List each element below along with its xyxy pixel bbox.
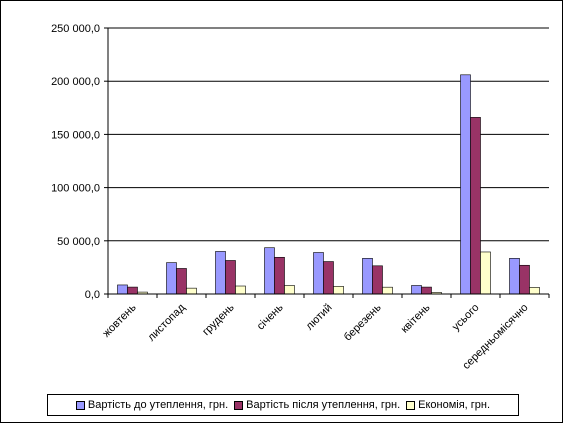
bar-savings bbox=[333, 286, 344, 295]
bar-after bbox=[176, 268, 187, 295]
legend-swatch-before bbox=[75, 400, 85, 410]
legend-item-after: Вартість після утеплення, грн. bbox=[234, 399, 400, 411]
x-tick-label: квітень bbox=[399, 301, 433, 335]
x-tick-label: усього bbox=[450, 302, 482, 334]
bar-before bbox=[362, 258, 373, 295]
bar-after bbox=[225, 260, 236, 295]
x-tick-label: жовтень bbox=[100, 301, 138, 339]
legend-label-savings: Економія, грн. bbox=[418, 399, 491, 411]
y-tick-label: 0,0 bbox=[85, 289, 100, 301]
bar-before bbox=[215, 251, 226, 295]
bar-before bbox=[166, 262, 177, 295]
chart-legend: Вартість до утеплення, грн. Вартість піс… bbox=[47, 394, 519, 416]
legend-label-before: Вартість до утеплення, грн. bbox=[87, 399, 229, 411]
bar-before bbox=[411, 285, 422, 295]
bar-before bbox=[264, 247, 275, 295]
bar-after bbox=[421, 286, 432, 295]
bar-savings bbox=[480, 251, 491, 295]
y-tick-label: 50 000,0 bbox=[57, 236, 100, 248]
x-tick-label: січень bbox=[255, 301, 286, 332]
y-tick-label: 150 000,0 bbox=[51, 129, 100, 141]
bar-savings bbox=[284, 285, 295, 295]
bar-savings bbox=[382, 286, 393, 295]
bar-after bbox=[127, 286, 138, 295]
bar-before bbox=[117, 284, 128, 295]
y-tick-label: 250 000,0 bbox=[51, 23, 100, 35]
legend-item-savings: Економія, грн. bbox=[406, 399, 490, 411]
legend-swatch-savings bbox=[406, 400, 416, 410]
bar-savings bbox=[186, 287, 197, 295]
y-tick-label: 200 000,0 bbox=[51, 76, 100, 88]
x-tick-label: листопад bbox=[145, 301, 188, 344]
x-tick-label: грудень bbox=[200, 301, 237, 338]
bar-after bbox=[470, 117, 481, 295]
bar-before bbox=[313, 252, 324, 295]
bar-savings bbox=[235, 285, 246, 295]
y-tick-label: 100 000,0 bbox=[51, 183, 100, 195]
x-tick-label: лютий bbox=[304, 302, 335, 333]
bar-after bbox=[323, 261, 334, 295]
legend-swatch-after bbox=[234, 400, 244, 410]
legend-label-after: Вартість після утеплення, грн. bbox=[246, 399, 401, 411]
bar-savings bbox=[529, 287, 540, 295]
bar-after bbox=[274, 256, 285, 295]
bar-before bbox=[509, 258, 520, 295]
x-tick-label: березень bbox=[342, 301, 384, 343]
bar-before bbox=[460, 74, 471, 295]
bar-after bbox=[519, 264, 530, 295]
bar-after bbox=[372, 265, 383, 295]
legend-item-before: Вартість до утеплення, грн. bbox=[75, 399, 229, 411]
